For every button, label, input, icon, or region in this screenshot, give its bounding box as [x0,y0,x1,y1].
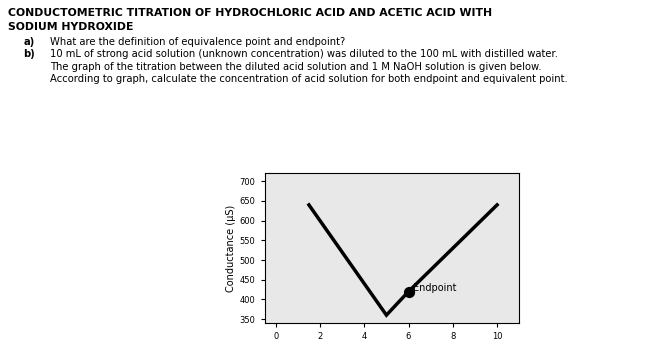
Text: What are the definition of equivalence point and endpoint?: What are the definition of equivalence p… [50,37,346,47]
Text: a): a) [23,37,35,47]
Text: According to graph, calculate the concentration of acid solution for both endpoi: According to graph, calculate the concen… [50,74,568,84]
Text: SODIUM HYDROXIDE: SODIUM HYDROXIDE [8,22,133,32]
Y-axis label: Conductance (μS): Conductance (μS) [226,205,236,292]
Text: 10 mL of strong acid solution (unknown concentration) was diluted to the 100 mL : 10 mL of strong acid solution (unknown c… [50,49,558,59]
Text: Endpoint: Endpoint [413,283,456,293]
Point [403,289,414,294]
Text: The graph of the titration between the diluted acid solution and 1 M NaOH soluti: The graph of the titration between the d… [50,62,542,72]
Text: b): b) [23,49,36,59]
Text: CONDUCTOMETRIC TITRATION OF HYDROCHLORIC ACID AND ACETIC ACID WITH: CONDUCTOMETRIC TITRATION OF HYDROCHLORIC… [8,8,492,18]
